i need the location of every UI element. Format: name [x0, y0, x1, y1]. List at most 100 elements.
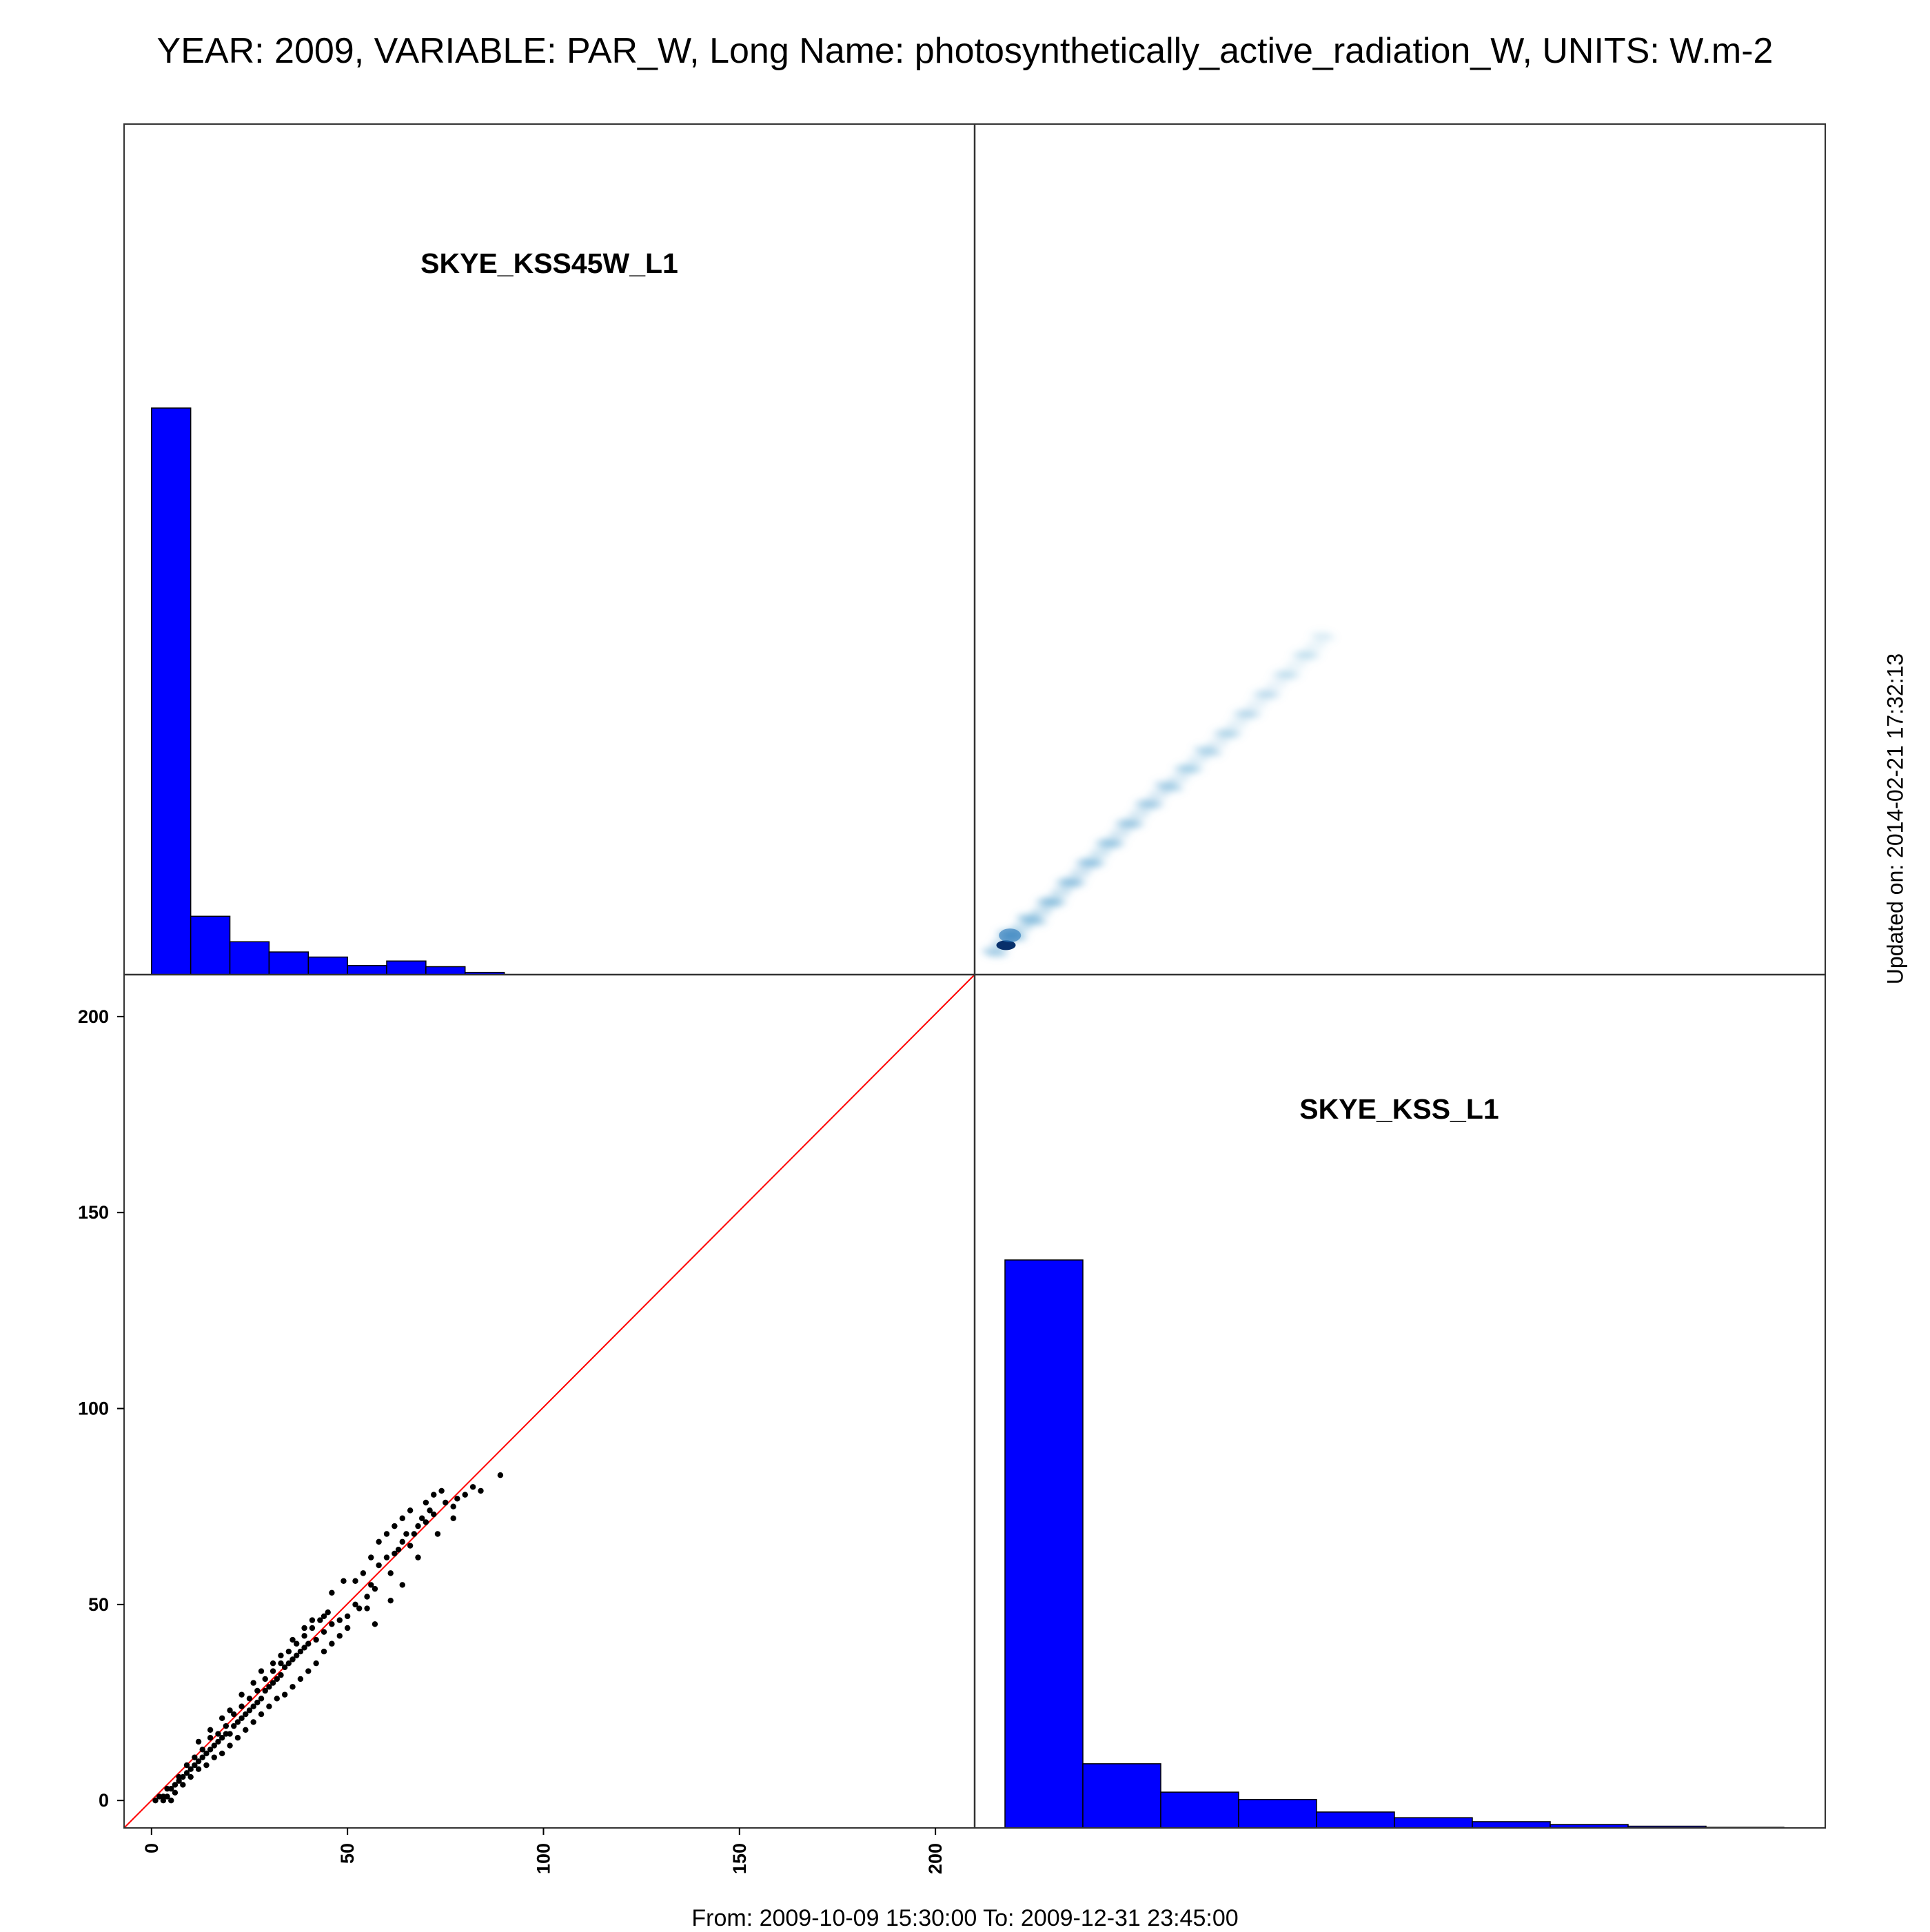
- density-blob: [1025, 917, 1048, 926]
- scatter-point: [172, 1789, 179, 1796]
- scatter-point: [344, 1625, 351, 1631]
- scatter-point: [254, 1687, 261, 1694]
- scatter-point: [285, 1648, 292, 1655]
- y-tick-label: 200: [78, 1006, 109, 1027]
- histogram-bar: [190, 915, 231, 975]
- scatter-point: [434, 1531, 441, 1537]
- scatter-point: [207, 1747, 214, 1753]
- scatter-point: [227, 1707, 233, 1714]
- scatter-point: [399, 1538, 405, 1545]
- scatter-point: [192, 1754, 198, 1760]
- scatter-point: [301, 1625, 307, 1631]
- x-tick-label: 200: [925, 1843, 946, 1874]
- scatter-point: [313, 1660, 319, 1667]
- scatter-point: [329, 1640, 335, 1647]
- scatter-point: [246, 1707, 253, 1714]
- scatter-point: [262, 1676, 268, 1682]
- scatter-point: [238, 1703, 245, 1709]
- histogram-bar: [386, 960, 427, 975]
- density-blob: [1128, 809, 1150, 818]
- scatter-point: [317, 1617, 323, 1623]
- scatter-point: [415, 1554, 421, 1560]
- scatter-point: [360, 1570, 367, 1576]
- scatter-point: [290, 1656, 296, 1662]
- scatter-point: [313, 1636, 319, 1643]
- scatter-point: [387, 1570, 394, 1576]
- x-tick-label: 100: [533, 1843, 553, 1874]
- scatter-point: [305, 1640, 312, 1647]
- scatter-point: [407, 1507, 414, 1514]
- scatter-point: [195, 1766, 202, 1772]
- x-tick-label: 150: [729, 1843, 750, 1874]
- density-blob: [1050, 888, 1073, 897]
- scatter-point: [294, 1652, 300, 1658]
- scatter-point: [266, 1703, 272, 1709]
- updated-caption: Updated on: 2014-02-21 17:32:13: [1882, 653, 1908, 985]
- scatter-point: [387, 1597, 394, 1604]
- density-blob: [986, 948, 1008, 957]
- density-blob: [1084, 858, 1107, 867]
- scatter-point: [270, 1680, 276, 1686]
- scatter-point: [450, 1503, 456, 1509]
- density-blob: [1226, 720, 1249, 729]
- scatter-point: [243, 1727, 249, 1733]
- scatter-point: [336, 1633, 343, 1639]
- scatter-point: [364, 1605, 370, 1611]
- scatter-point: [199, 1754, 205, 1760]
- scatter-point: [497, 1472, 504, 1478]
- density-blob: [1280, 670, 1303, 679]
- scatter-point: [281, 1664, 288, 1671]
- panel-label-skye-kss45w-l1: SKYE_KSS45W_L1: [420, 247, 678, 279]
- density-blob: [1045, 897, 1068, 906]
- scatter-point: [270, 1668, 276, 1674]
- density-blob: [1182, 764, 1205, 773]
- scatter-point: [274, 1676, 280, 1682]
- scatter-point: [383, 1554, 390, 1560]
- scatter-point: [321, 1613, 327, 1620]
- y-tick-label: 0: [99, 1790, 109, 1811]
- histogram-bar: [425, 966, 466, 975]
- panel-labels: SKYE_KSS45W_L1 SKYE_KSS_L1: [420, 247, 1499, 1125]
- scatter-point: [258, 1696, 265, 1702]
- scatter-point: [341, 1578, 347, 1584]
- scatter-point: [297, 1648, 304, 1655]
- scatter-point: [231, 1711, 237, 1718]
- density-layer: [982, 631, 1337, 957]
- scatter-point: [187, 1773, 194, 1780]
- scatter-point: [278, 1660, 284, 1667]
- scatter-point: [407, 1543, 414, 1549]
- scatter-point: [274, 1696, 280, 1702]
- axis-ticks: 0 50 100 150 200 0 50 100 150 200: [78, 1006, 946, 1874]
- scatter-point: [266, 1684, 272, 1690]
- scatter-point: [352, 1601, 358, 1608]
- histogram-bar: [347, 965, 387, 975]
- density-blob: [1304, 641, 1327, 650]
- scatter-point: [372, 1585, 378, 1592]
- scatter-point: [423, 1499, 429, 1506]
- histogram-bar: [1160, 1791, 1239, 1829]
- scatter-point: [285, 1660, 292, 1667]
- scatter-point: [219, 1750, 225, 1757]
- scatter-point: [431, 1511, 437, 1518]
- scatter-point: [227, 1731, 233, 1737]
- scatter-point: [344, 1613, 351, 1620]
- y-tick-label: 50: [88, 1594, 109, 1615]
- scatter-point: [203, 1750, 210, 1757]
- scatter-point: [301, 1633, 307, 1639]
- histogram-bar: [1082, 1763, 1161, 1829]
- scatter-point: [290, 1636, 296, 1643]
- density-blob: [1124, 820, 1146, 828]
- scatter-point: [301, 1645, 307, 1651]
- scatter-point: [207, 1727, 214, 1733]
- density-blob: [1148, 790, 1170, 799]
- scatter-point: [443, 1499, 449, 1506]
- scatter-point: [215, 1738, 221, 1745]
- scatter-point: [203, 1762, 210, 1769]
- scatter-point: [176, 1773, 182, 1780]
- scatter-point: [254, 1699, 261, 1706]
- scatter-point: [195, 1758, 202, 1765]
- histogram-bar: [307, 956, 348, 975]
- scatter-point: [395, 1547, 402, 1553]
- scatter-point: [321, 1629, 327, 1635]
